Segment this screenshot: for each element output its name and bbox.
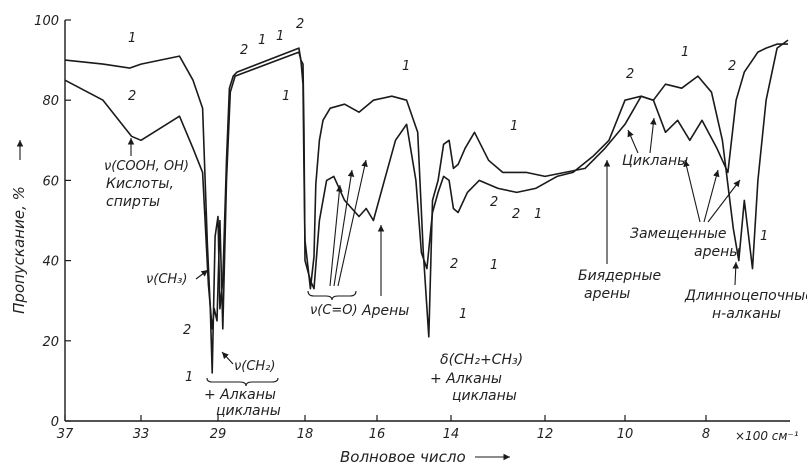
annotation-alkany1: + Алканы bbox=[204, 387, 276, 403]
annotation-cyclany2: цикланы bbox=[452, 388, 517, 404]
annotation-cooh: ν(COOH, OH) bbox=[104, 159, 189, 174]
annotation-arrow bbox=[707, 179, 741, 223]
annotation-arrow bbox=[732, 261, 740, 286]
annotation-arrow bbox=[337, 159, 368, 287]
annotation-kisloty: Кислоты, bbox=[106, 176, 174, 192]
curve-label-1: 1 bbox=[490, 258, 498, 273]
annotation-ch2: ν(CH₂) bbox=[234, 359, 275, 374]
curve-label-1: 1 bbox=[276, 29, 284, 44]
annotations: ν(COOH, OH) Кислоты, спирты ν(CH₃) ν(CH₂… bbox=[104, 117, 807, 419]
annotation-ch3: ν(CH₃) bbox=[146, 272, 187, 287]
curve-label-2: 2 bbox=[296, 17, 304, 32]
annotation-arrow bbox=[649, 117, 657, 154]
annotation-areny2: арены bbox=[584, 286, 630, 302]
x-tick-group: 37 33 29 18 16 14 12 10 8 bbox=[57, 415, 710, 442]
curve-label-1: 1 bbox=[282, 89, 290, 104]
y-tick-label: 60 bbox=[42, 174, 59, 189]
annotation-cyclany1: цикланы bbox=[216, 403, 281, 419]
curve-number-labels: 1 2 2 1 1 2 1 1 2 1 2 1 2 1 1 2 1 2 1 2 … bbox=[128, 17, 768, 385]
curve-label-2: 2 bbox=[728, 59, 736, 74]
curve-label-2: 2 bbox=[128, 89, 136, 104]
x-tick-label: 18 bbox=[297, 427, 314, 442]
annotation-arrow bbox=[333, 169, 355, 287]
curve-label-1: 1 bbox=[681, 45, 689, 60]
curve-label-1: 1 bbox=[258, 33, 266, 48]
annotation-cyclany3: Цикланы bbox=[622, 153, 688, 169]
bracket-alkany bbox=[206, 377, 279, 387]
x-tick-label: 16 bbox=[369, 427, 386, 442]
y-tick-label: 80 bbox=[42, 94, 59, 109]
curve-label-1: 1 bbox=[459, 307, 467, 322]
annotation-areny: Арены bbox=[361, 303, 409, 319]
y-tick-label: 100 bbox=[34, 14, 59, 29]
y-axis-title: Пропускание, % bbox=[10, 186, 28, 314]
curve-label-2: 2 bbox=[183, 323, 191, 338]
x-tick-label: 10 bbox=[617, 427, 634, 442]
annotation-areny3: арены bbox=[694, 244, 740, 260]
y-axis-title-group: Пропускание, % bbox=[10, 186, 28, 314]
curve-label-1: 1 bbox=[760, 229, 768, 244]
curve-label-2: 2 bbox=[240, 43, 248, 58]
curve-label-1: 1 bbox=[128, 31, 136, 46]
x-tick-label: 12 bbox=[537, 427, 554, 442]
y-tick-label: 20 bbox=[42, 335, 59, 350]
curve-label-1: 1 bbox=[534, 207, 542, 222]
curve-label-1: 1 bbox=[510, 119, 518, 134]
curve-label-2: 2 bbox=[490, 195, 498, 210]
curve-label-2: 2 bbox=[450, 257, 458, 272]
x-unit-label: ×100 см⁻¹ bbox=[735, 429, 799, 443]
x-tick-label: 29 bbox=[210, 427, 227, 442]
curve-label-1: 1 bbox=[402, 59, 410, 74]
annotation-arrow bbox=[195, 269, 209, 280]
y-tick-group: 0 20 40 60 80 100 bbox=[34, 14, 71, 430]
annotation-delta: δ(CH₂+CH₃) bbox=[440, 352, 523, 368]
curve-label-2: 2 bbox=[626, 67, 634, 82]
annotation-co: ν(C=O) bbox=[310, 303, 358, 318]
x-tick-label: 8 bbox=[702, 427, 710, 442]
annotation-dlinno: Длинноцепочные bbox=[684, 288, 807, 304]
y-tick-label: 0 bbox=[51, 415, 59, 430]
annotation-alkany2: + Алканы bbox=[430, 371, 502, 387]
x-tick-label: 14 bbox=[443, 427, 460, 442]
annotation-biyadernye: Биядерные bbox=[578, 268, 661, 284]
bracket-co bbox=[307, 290, 357, 301]
x-tick-label: 37 bbox=[57, 427, 74, 442]
series-line-2 bbox=[64, 43, 788, 330]
curve-label-1: 1 bbox=[185, 370, 193, 385]
annotation-arrow bbox=[703, 169, 720, 223]
annotation-zameshchennye: Замещенные bbox=[630, 226, 727, 242]
annotation-spirty: спирты bbox=[106, 194, 160, 210]
annotation-arrow bbox=[683, 159, 701, 223]
annotation-arrow bbox=[221, 351, 234, 365]
y-tick-label: 40 bbox=[42, 255, 59, 270]
annotation-n-alkany: н-алканы bbox=[712, 306, 781, 322]
annotation-arrow bbox=[329, 184, 343, 287]
series-layer bbox=[64, 39, 789, 374]
x-tick-label: 33 bbox=[133, 427, 150, 442]
x-axis-title: Волновое число bbox=[340, 448, 466, 466]
series-line-1 bbox=[64, 39, 789, 374]
annotation-arrow bbox=[627, 129, 639, 154]
curve-label-2: 2 bbox=[512, 207, 520, 222]
